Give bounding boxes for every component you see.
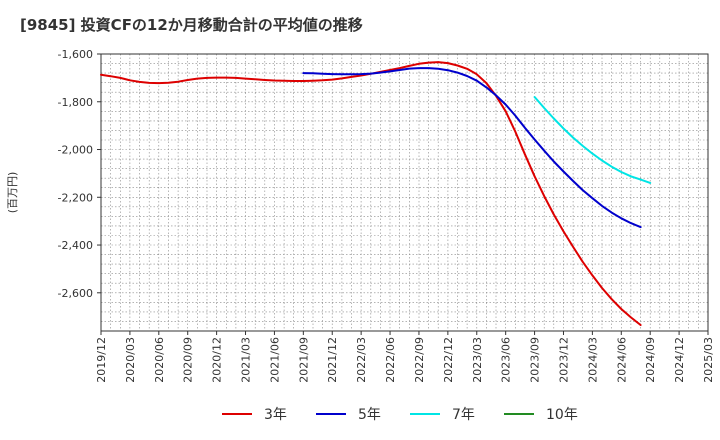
x-tick-label: 2019/12 <box>95 337 108 383</box>
series-line-7年 <box>533 96 652 184</box>
x-tick-label: 2022/09 <box>413 337 426 383</box>
y-axis-label: (百万円) <box>6 172 19 214</box>
x-axis: 2019/12 2020/03 2020/06 2020/09 2020/12 2021/… <box>95 331 715 383</box>
x-tick-label: 2020/03 <box>124 337 137 383</box>
plot-frame <box>100 53 709 332</box>
x-tick-label: 2023/09 <box>529 337 542 383</box>
x-tick-label: 2022/06 <box>384 337 397 383</box>
chart-title: [9845] 投資CFの12か月移動合計の平均値の推移 <box>20 16 363 34</box>
x-tick-label: 2022/12 <box>442 337 455 383</box>
x-tick-label: 2024/06 <box>615 337 628 383</box>
legend-label: 5年 <box>358 407 381 423</box>
x-tick-label: 2021/09 <box>297 337 310 383</box>
x-tick-label: 2021/03 <box>240 337 253 383</box>
x-tick-label: 2020/12 <box>211 337 224 383</box>
y-tick-label: -2,400 <box>58 239 93 252</box>
legend-label: 7年 <box>452 407 475 423</box>
x-tick-label: 2022/03 <box>355 337 368 383</box>
y-tick-label: -1,800 <box>58 96 93 109</box>
x-tick-label: 2023/03 <box>471 337 484 383</box>
y-axis: -1,600 -1,800 -2,000 -2,200 -2,400 -2,600 <box>58 48 101 300</box>
x-tick-label: 2023/12 <box>557 337 570 383</box>
x-tick-label: 2020/06 <box>153 337 166 383</box>
y-tick-label: -1,600 <box>58 48 93 61</box>
x-tick-label: 2024/03 <box>586 337 599 383</box>
series-line-5年 <box>302 67 642 229</box>
x-tick-label: 2021/12 <box>326 337 339 383</box>
series-lines <box>100 61 652 326</box>
x-tick-label: 2024/09 <box>644 337 657 383</box>
x-tick-label: 2020/09 <box>182 337 195 383</box>
legend-label: 3年 <box>264 407 287 423</box>
y-tick-label: -2,200 <box>58 191 93 204</box>
x-tick-label: 2023/06 <box>500 337 513 383</box>
legend: 3年 5年 7年 10年 <box>222 407 578 423</box>
gridlines <box>101 54 708 332</box>
y-tick-label: -2,000 <box>58 144 93 157</box>
y-tick-label: -2,600 <box>58 287 93 300</box>
x-tick-label: 2024/12 <box>673 337 686 383</box>
x-tick-label: 2025/03 <box>702 337 715 383</box>
legend-label: 10年 <box>546 407 578 423</box>
x-tick-label: 2021/06 <box>268 337 281 383</box>
